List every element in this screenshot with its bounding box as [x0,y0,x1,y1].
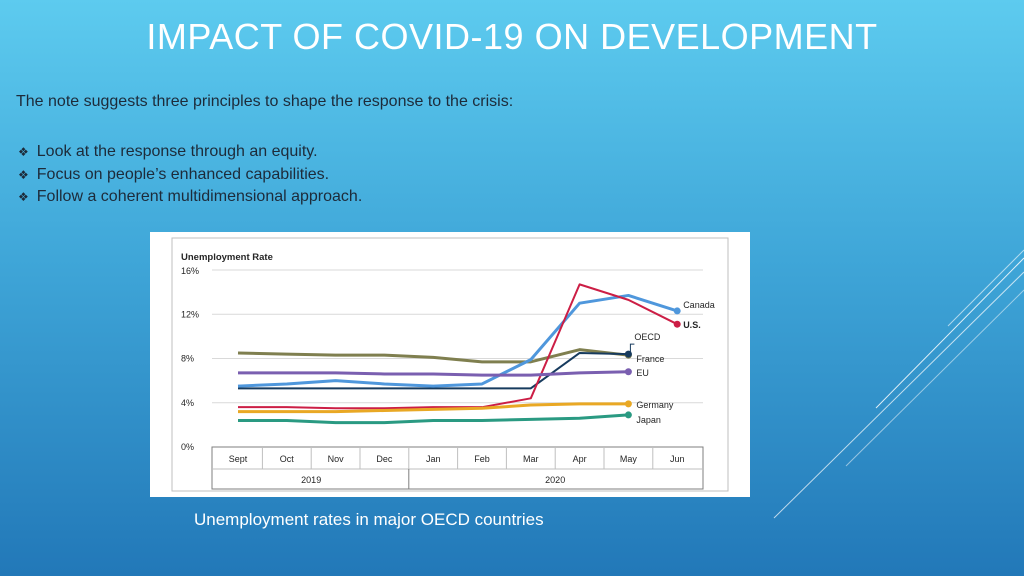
series-line-us [238,283,678,410]
series-line-oecd [238,351,629,390]
series-end-label: U.S. [683,320,701,330]
diamond-bullet-icon: ❖ [18,167,29,182]
series-end-marker [673,320,681,328]
chart-caption: Unemployment rates in major OECD countri… [194,510,544,529]
y-tick-label: 16% [181,266,199,276]
series-end-label: France [636,354,664,364]
diamond-bullet-icon: ❖ [18,190,29,204]
series-end-label: Canada [683,300,715,310]
bullet-text: Look at the response through an equity. [36,143,318,160]
x-tick-label: Mar [523,454,539,464]
series-end-label: OECD [634,332,661,342]
series-line-germany [238,402,629,414]
bullet-item: ❖ Follow a coherent multidimensional app… [18,186,362,209]
slide-title: IMPACT OF COVID-19 ON DEVELOPMENT [146,16,878,57]
bullet-item: ❖ Look at the response through an equity… [18,141,362,164]
series-line-japan [238,413,629,425]
decor-line [845,289,1024,467]
x-tick-label: Jan [426,454,441,464]
series-end-label: Japan [636,415,661,425]
oecd-callout-line [629,343,635,353]
x-tick-label: Nov [328,454,345,464]
series-line-france [237,348,629,364]
series-line-canada [237,293,678,388]
bullet-item: ❖ Focus on people’s enhanced capabilitie… [18,164,362,187]
unemployment-line-chart: Unemployment Rate 0% 4% 8% 12% 16% Sept Oct Nov D… [171,237,729,492]
diamond-bullet-icon: ❖ [18,145,29,159]
intro-text: The note suggests three principles to sh… [16,93,514,110]
bullet-list: ❖ Look at the response through an equity… [18,141,362,209]
series-end-marker [624,400,632,408]
series-end-marker [673,307,681,315]
x-tick-label: May [620,454,638,464]
chart-frame [171,237,729,492]
series-end-marker [624,350,632,358]
series-end-marker [624,411,632,419]
x-tick-label: Sept [229,454,248,464]
x-tick-label: Jun [670,454,685,464]
chart-title: Unemployment Rate [181,252,273,263]
series-line-eu [238,370,629,377]
bullet-text: Follow a coherent multidimensional appro… [36,188,363,205]
y-tick-label: 4% [181,398,194,408]
decor-line [875,257,1024,409]
decor-line [947,249,1024,327]
x-tick-label: Feb [474,454,490,464]
series-end-label: EU [636,368,649,378]
x-tick-label: Apr [573,454,587,464]
x-tick-label: Dec [376,454,393,464]
y-tick-label: 12% [181,309,199,319]
year-label: 2019 [301,475,321,485]
x-tick-label: Oct [280,454,295,464]
year-label: 2020 [545,475,565,485]
bullet-text: Focus on people’s enhanced capabilities. [36,165,330,183]
series-end-label: Germany [636,400,674,410]
decor-line [773,271,1024,519]
y-tick-label: 8% [181,354,194,364]
series-end-marker [624,368,632,376]
y-tick-label: 0% [181,442,194,452]
chart-card: Unemployment Rate 0% 4% 8% 12% 16% Sept Oct Nov D… [150,232,750,497]
